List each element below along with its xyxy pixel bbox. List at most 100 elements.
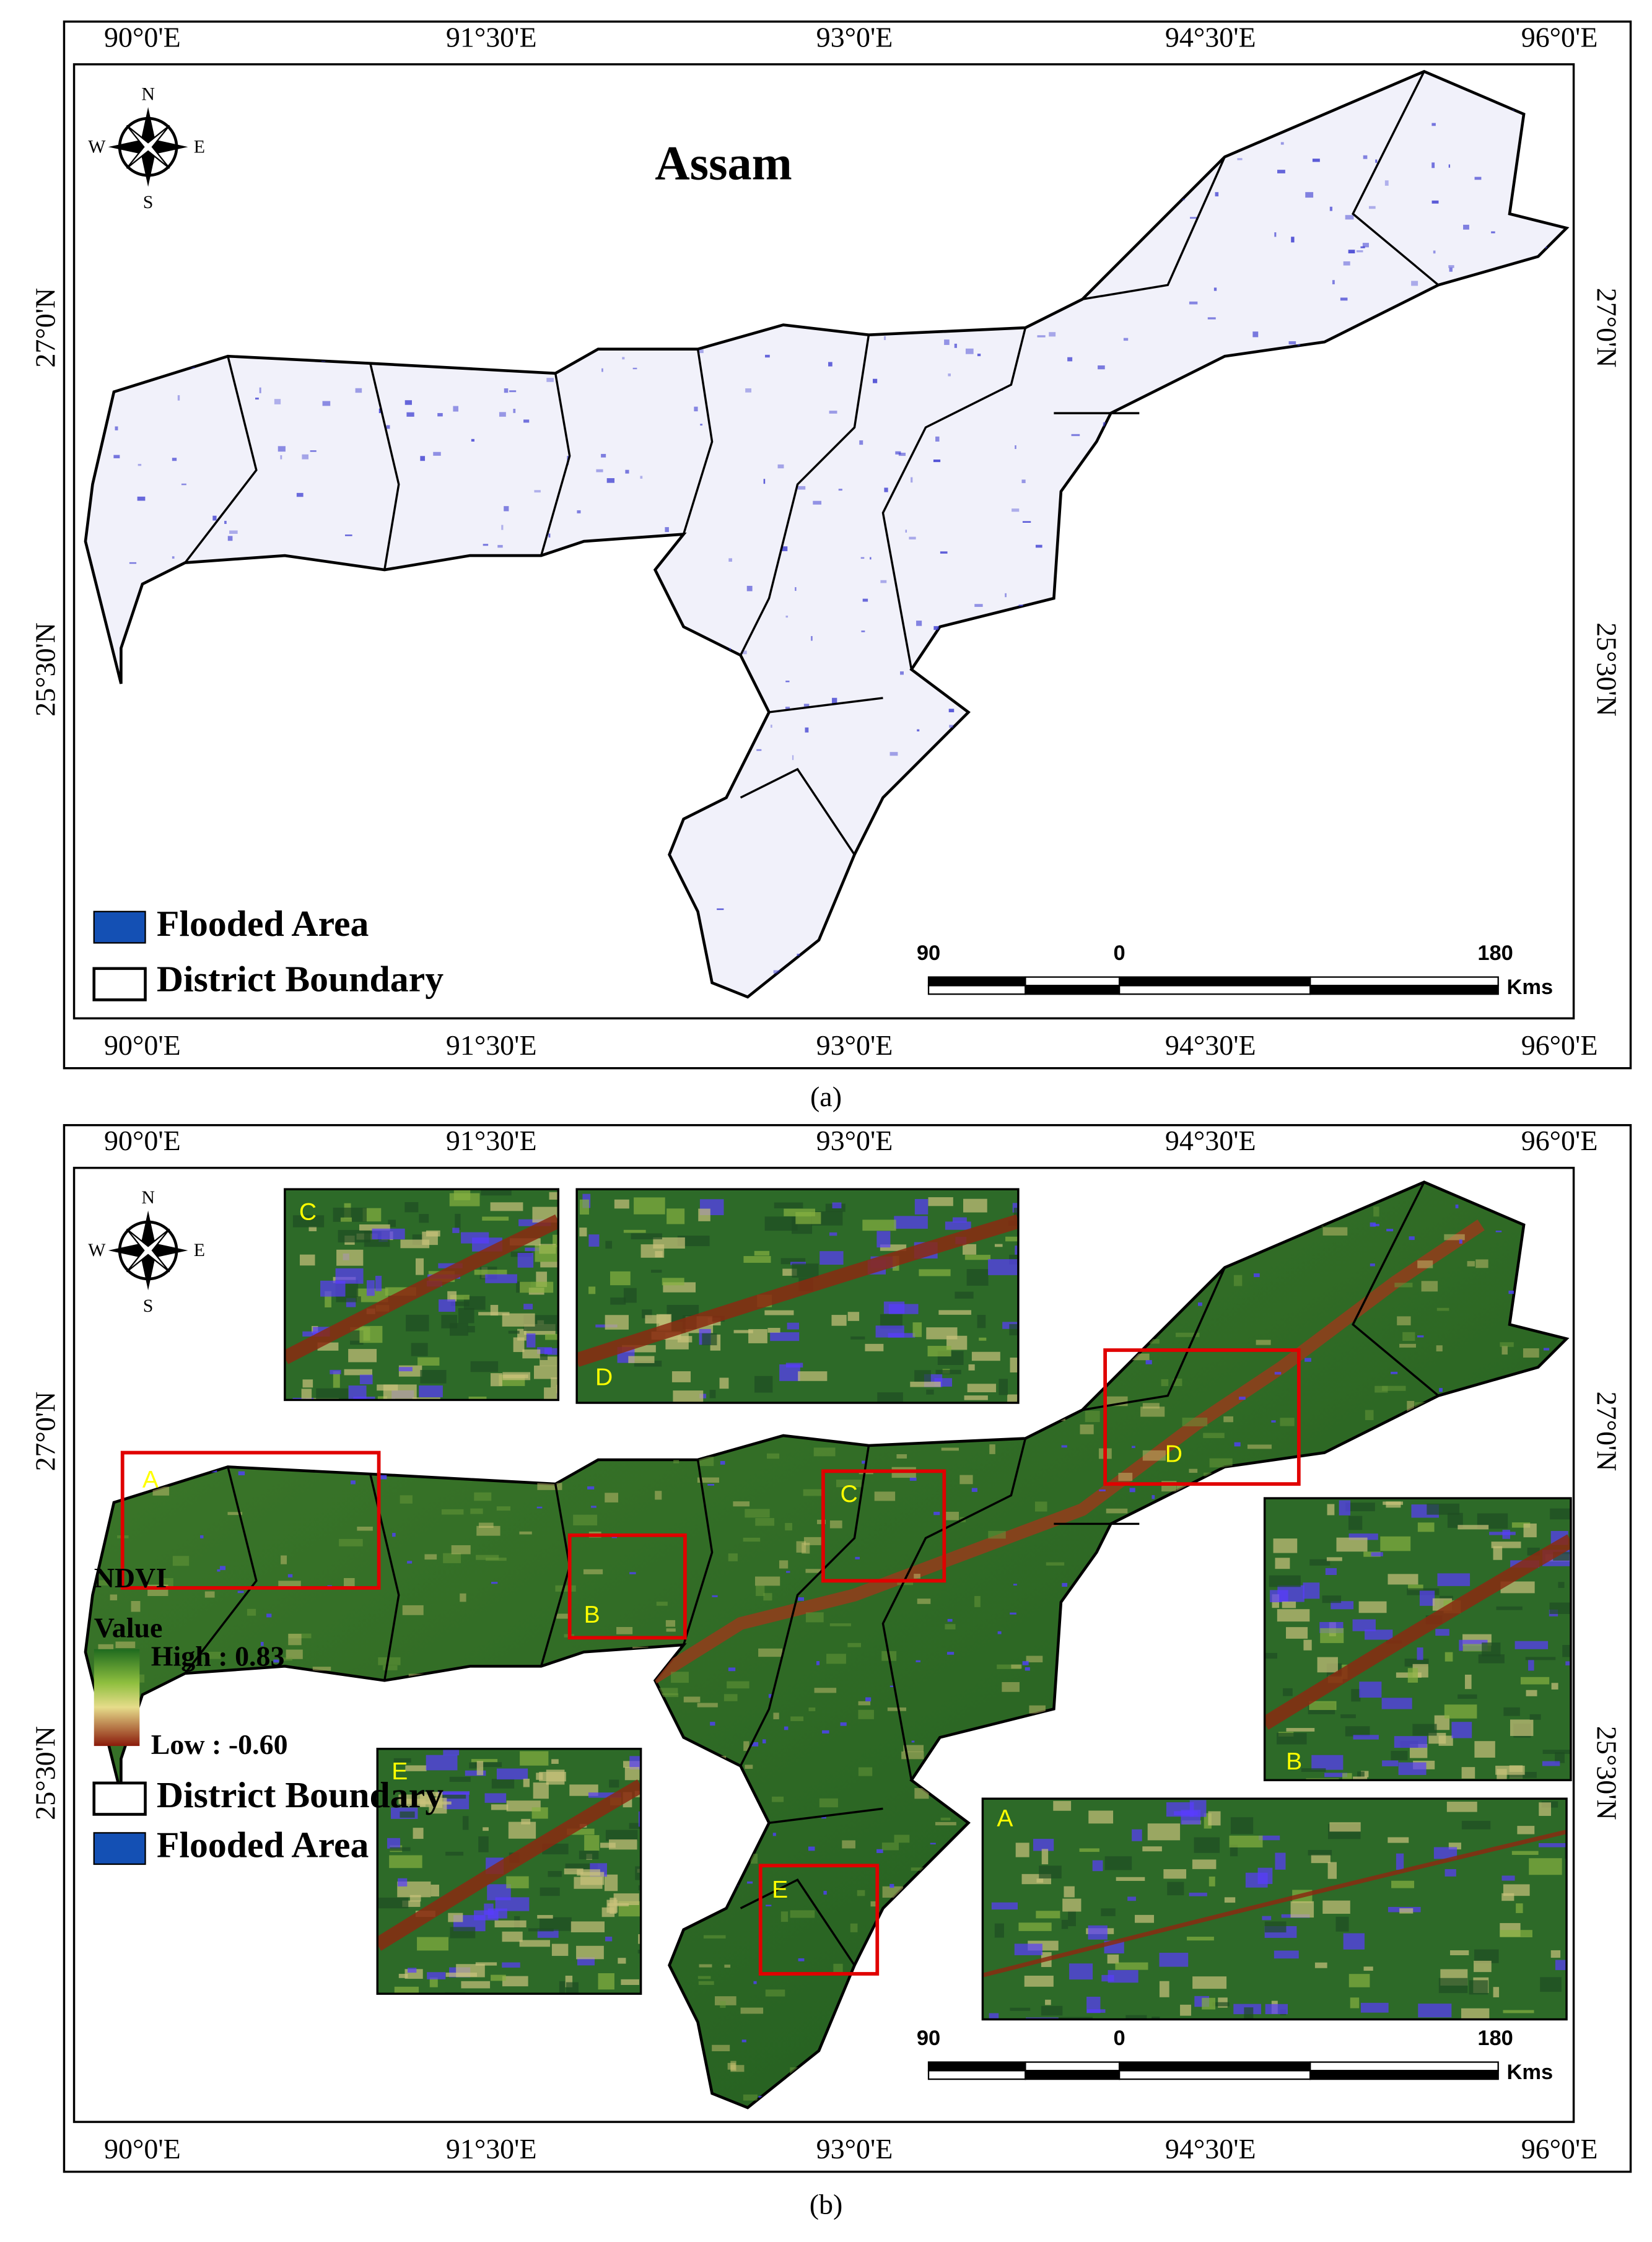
- flood-pixel: [1439, 1388, 1443, 1392]
- flood-pixel: [1178, 871, 1182, 875]
- flood-pixel: [977, 354, 981, 357]
- texture-pixel: [1511, 1522, 1531, 1528]
- flood-pixel: [210, 162, 215, 168]
- texture-pixel: [805, 1612, 824, 1623]
- scale-segment: [927, 2061, 1026, 2072]
- flood-pixel: [1095, 551, 1102, 554]
- flood-pixel: [346, 1976, 352, 1978]
- texture-pixel: [264, 2001, 286, 2011]
- legend-swatch: [92, 967, 147, 1001]
- flood-pixel: [359, 823, 366, 826]
- flood-pixel: [1025, 1667, 1030, 1671]
- inset-river: [377, 1779, 641, 1951]
- legend-swatch: [93, 910, 146, 944]
- texture-pixel: [540, 1262, 559, 1268]
- flood-pixel: [344, 534, 352, 536]
- texture-pixel: [1282, 1601, 1296, 1608]
- texture-pixel: [629, 1756, 641, 1770]
- texture-pixel: [727, 1681, 750, 1689]
- compass-star: [126, 1228, 170, 1273]
- texture-pixel: [650, 1758, 668, 1768]
- flood-pixel: [931, 864, 933, 866]
- texture-pixel: [1189, 1800, 1207, 1817]
- flood-pixel: [772, 2108, 777, 2111]
- flood-pixel: [541, 123, 549, 128]
- inset-texture: [577, 1193, 1018, 1403]
- flood-pixel: [1347, 577, 1349, 580]
- texture-pixel: [508, 1821, 536, 1839]
- texture-pixel: [655, 1491, 662, 1500]
- texture-pixel: [402, 1605, 424, 1615]
- texture-pixel: [991, 1902, 1018, 1910]
- flood-pixel: [448, 1704, 455, 1709]
- inset: D: [575, 1188, 1020, 1404]
- flood-pixel: [1029, 157, 1034, 162]
- flood-pixel: [486, 748, 494, 753]
- texture-pixel: [400, 1811, 415, 1818]
- texture-pixel: [372, 1228, 405, 1240]
- flood-pixel: [1189, 301, 1198, 305]
- texture-pixel: [308, 1226, 317, 1232]
- flood-pixel: [1061, 1445, 1067, 1448]
- texture-pixel: [1325, 1568, 1337, 1575]
- texture-pixel: [1427, 1503, 1460, 1515]
- texture-pixel: [1189, 1468, 1198, 1473]
- texture-pixel: [743, 1256, 771, 1263]
- flood-pixel: [1343, 261, 1350, 266]
- flood-pixel: [395, 601, 397, 607]
- flood-pixel: [1121, 515, 1127, 518]
- texture-pixel: [618, 1958, 626, 1964]
- flood-pixel: [934, 1862, 938, 1865]
- texture-pixel: [288, 1634, 302, 1646]
- texture-pixel: [537, 1929, 559, 1938]
- flood-pixel: [1342, 447, 1346, 453]
- flood-pixel: [1207, 597, 1213, 601]
- texture-pixel: [178, 1283, 204, 1294]
- texture-pixel: [1229, 1835, 1263, 1847]
- texture-pixel: [865, 1343, 884, 1351]
- flood-pixel: [509, 390, 517, 393]
- flood-pixel: [1035, 544, 1042, 548]
- texture-pixel: [1092, 1860, 1103, 1872]
- texture-pixel: [495, 1897, 530, 1911]
- flood-pixel: [298, 2088, 302, 2092]
- texture-pixel: [665, 1620, 676, 1627]
- flood-pixel: [1319, 1201, 1326, 1205]
- flood-pixel: [307, 205, 313, 210]
- texture-pixel: [656, 1602, 668, 1606]
- texture-pixel: [989, 1444, 995, 1454]
- texture-pixel: [773, 1712, 779, 1719]
- flood-pixel: [1022, 521, 1031, 523]
- texture-pixel: [1086, 1996, 1101, 2013]
- flood-pixel: [1165, 575, 1171, 581]
- flood-pixel: [536, 621, 541, 627]
- texture-pixel: [1542, 1761, 1560, 1766]
- texture-pixel: [478, 1312, 510, 1315]
- texture-pixel: [1475, 1259, 1488, 1268]
- flood-pixel: [622, 357, 625, 360]
- flood-pixel: [491, 1582, 498, 1584]
- flood-pixel: [1312, 159, 1320, 162]
- flood-pixel: [587, 1486, 595, 1490]
- lat-label: 27°0'N: [30, 288, 61, 368]
- texture-pixel: [1324, 1773, 1348, 1777]
- texture-pixel: [476, 1555, 499, 1560]
- texture-pixel: [805, 1569, 821, 1573]
- texture-pixel: [583, 1441, 600, 1450]
- zoom-box: [758, 1864, 880, 1976]
- flood-pixel: [229, 955, 235, 958]
- texture-pixel: [1461, 1767, 1475, 1779]
- flood-pixel: [213, 680, 215, 686]
- flood-pixel: [968, 739, 972, 744]
- texture-pixel: [1348, 1490, 1373, 1496]
- flood-pixel: [1425, 699, 1435, 704]
- texture-pixel: [513, 1337, 525, 1353]
- flood-pixel: [499, 412, 506, 417]
- texture-pixel: [1002, 1682, 1020, 1692]
- texture-pixel: [1011, 1664, 1022, 1669]
- flood-pixel: [733, 1860, 736, 1862]
- flood-pixel: [544, 362, 548, 367]
- texture-pixel: [914, 1788, 929, 1799]
- texture-pixel: [1112, 1278, 1127, 1283]
- flood-pixel: [157, 888, 164, 892]
